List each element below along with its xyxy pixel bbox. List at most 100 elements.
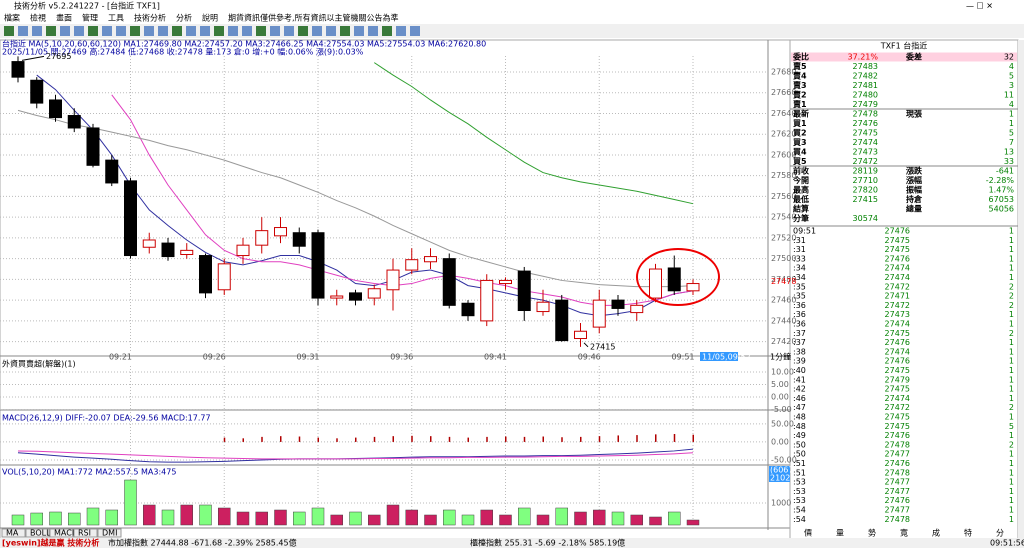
tick-time: :46 [793,394,806,403]
menu-item[interactable]: 說明 [202,13,218,23]
tool-icon[interactable] [298,26,308,36]
volume-bar [105,509,118,526]
tool-icon[interactable] [74,26,84,36]
candle-body [199,255,212,294]
volume-bar [143,504,156,526]
y-tick-label: 27660 [771,88,796,97]
menu-item[interactable]: 畫面 [56,13,72,23]
volume-bar [480,509,493,526]
y-tick-label: 27480 [771,275,796,284]
tool-icon[interactable] [256,26,266,36]
menu-item[interactable]: 期貨資訊僅供參考,所有資訊以主管機關公告為準 [228,13,399,23]
tab[interactable] [25,528,50,538]
tool-icon[interactable] [228,26,238,36]
tool-icon[interactable] [340,26,350,36]
menu-item[interactable]: 檔案 [4,13,20,23]
tab[interactable] [97,528,122,538]
tool-icon[interactable] [382,26,392,36]
y-tick-label: 27680 [771,67,796,76]
tick-price: 27475 [885,329,910,338]
tick-price: 27472 [885,282,910,291]
quote-cell: 最低 [793,194,809,204]
tool-icon[interactable] [186,26,196,36]
menu-item[interactable]: 工具 [108,14,124,23]
macd-bar [336,438,338,442]
tool-icon[interactable] [4,26,14,36]
status-bar [0,538,1024,548]
side-tab[interactable]: 特 [964,528,972,538]
tool-icon[interactable] [46,26,56,36]
tick-time: :34 [793,273,806,282]
candle-body [555,299,569,342]
quote-cell: 27476 [853,119,878,128]
tab[interactable] [49,528,74,538]
tool-icon[interactable] [18,26,28,36]
side-tab[interactable]: 成 [932,528,940,538]
candle-body [667,267,681,292]
quote-cell: 3 [1009,81,1014,90]
tool-icon[interactable] [270,26,280,36]
tool-icon[interactable] [396,26,406,36]
tick-price: 27474 [885,264,910,273]
macd-bar [692,434,694,442]
y-tick-label: 10.00 [771,368,794,377]
tool-icon[interactable] [158,26,168,36]
tab[interactable] [1,528,26,538]
side-tab[interactable]: 量 [836,529,844,538]
tick-qty: 1 [1009,236,1014,245]
volume-bar [180,504,193,526]
tab[interactable] [73,528,98,538]
tab-label: DMI [102,529,117,538]
tool-icon[interactable] [326,26,336,36]
tool-icon[interactable] [32,26,42,36]
tool-icon[interactable] [200,26,210,36]
quote-cell: 13 [1004,148,1014,157]
tick-price: 27474 [885,347,910,356]
quote-cell: 37.21% [847,53,878,62]
tool-icon[interactable] [60,26,70,36]
tick-qty: 1 [1009,338,1014,347]
candle-body [236,244,250,257]
tick-qty: 2 [1009,440,1014,449]
tool-icon[interactable] [368,26,378,36]
y-tick-label: 27640 [771,109,796,118]
tick-time: :51 [793,468,806,477]
side-tab[interactable]: 寬 [900,528,908,538]
menu-item[interactable]: 檢視 [30,13,46,23]
tool-icon[interactable] [410,26,420,36]
tick-price: 27479 [885,375,910,384]
candle-body [480,279,494,322]
menu-item[interactable]: 技術分析 [134,13,166,23]
tool-icon[interactable] [172,26,182,36]
window-controls[interactable]: — ☐ ✕ [966,2,993,11]
quote-cell: 54056 [989,205,1014,214]
tool-icon[interactable] [144,26,154,36]
tool-icon[interactable] [116,26,126,36]
menu-item[interactable]: 分析 [176,13,192,23]
candle-body [386,269,400,291]
side-tab[interactable]: 價 [804,529,812,538]
candle-body [124,180,137,257]
tick-time: :39 [793,357,806,366]
tool-icon[interactable] [102,26,112,36]
tick-price: 27475 [885,422,910,431]
tool-icon[interactable] [130,26,140,36]
candle-body [180,249,194,256]
last-price: 27478 [771,277,796,286]
quote-cell: -2.28% [986,176,1015,185]
scrollbar[interactable] [1018,40,1024,540]
tool-icon[interactable] [312,26,322,36]
tool-icon[interactable] [88,26,98,36]
menu-item[interactable]: 管理 [82,13,98,23]
y-tick-label: 1000 [771,499,791,508]
tool-icon[interactable] [354,26,364,36]
info-line: 2025/11/05 開:27469 高:27484 低:27468 收:274… [2,47,364,57]
tool-icon[interactable] [214,26,224,36]
tick-price: 27474 [885,273,910,282]
tick-qty: 1 [1009,468,1014,477]
tool-icon[interactable] [284,26,294,36]
tool-icon[interactable] [242,26,252,36]
side-tab[interactable]: 勢 [868,528,876,538]
side-tab[interactable]: 分 [996,529,1004,538]
quote-cell: 5 [1009,129,1014,138]
